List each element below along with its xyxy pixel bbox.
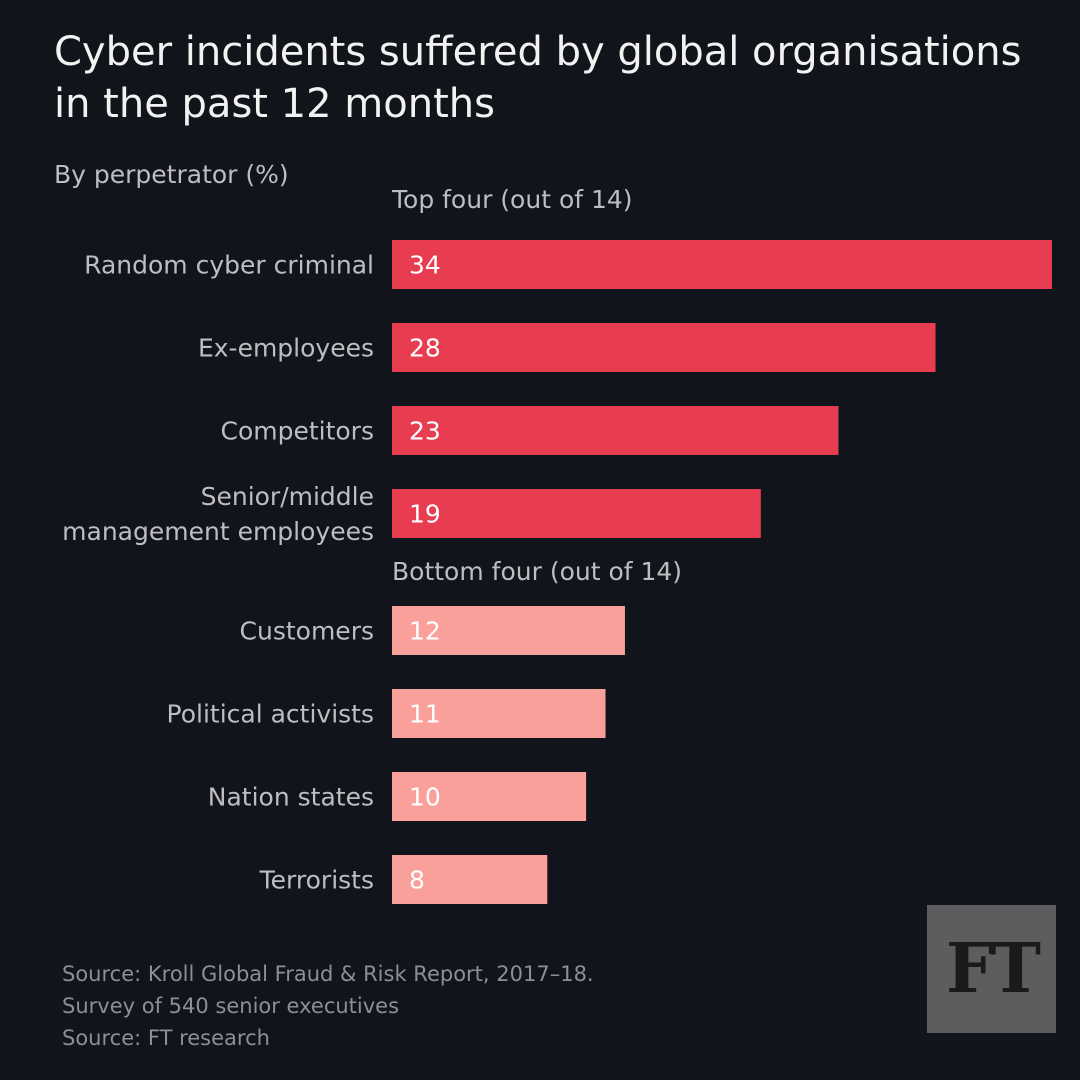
- bar-terrorists: [392, 855, 548, 904]
- value-label-political-activists: 11: [409, 700, 441, 729]
- value-label-competitors: 23: [409, 417, 441, 446]
- category-label-customers: Customers: [240, 617, 374, 646]
- source-line-1: Source: Kroll Global Fraud & Risk Report…: [62, 962, 594, 986]
- group-label-bottom: Bottom four (out of 14): [392, 557, 683, 586]
- category-label-senior-middle-management-employees: Senior/middle management employees: [62, 482, 374, 546]
- value-label-senior-middle-management-employees: 19: [409, 500, 441, 529]
- bar-political-activists: [392, 689, 606, 738]
- value-label-customers: 12: [409, 617, 441, 646]
- source-note: Source: Kroll Global Fraud & Risk Report…: [62, 958, 594, 1054]
- category-label-ex-employees: Ex-employees: [198, 334, 374, 363]
- bar-random-cyber-criminal: [392, 240, 1052, 289]
- category-label-random-cyber-criminal: Random cyber criminal: [84, 251, 374, 280]
- source-line-3: Source: FT research: [62, 1026, 270, 1050]
- value-label-ex-employees: 28: [409, 334, 441, 363]
- bar-customers: [392, 606, 625, 655]
- ft-logo: FT: [927, 905, 1056, 1033]
- source-line-2: Survey of 540 senior executives: [62, 994, 400, 1018]
- ft-logo-text: FT: [946, 929, 1041, 1009]
- bar-senior-middle-management-employees: [392, 489, 761, 538]
- group-label-top: Top four (out of 14): [392, 185, 633, 214]
- chart-title: Cyber incidents suffered by global organ…: [54, 29, 1022, 127]
- category-label-competitors: Competitors: [220, 417, 374, 446]
- chart-subtitle: By perpetrator (%): [54, 160, 289, 189]
- value-label-random-cyber-criminal: 34: [409, 251, 441, 280]
- category-label-terrorists: Terrorists: [259, 866, 374, 895]
- category-label-political-activists: Political activists: [167, 700, 374, 729]
- bar-competitors: [392, 406, 839, 455]
- bar-ex-employees: [392, 323, 936, 372]
- bar-nation-states: [392, 772, 587, 821]
- value-label-terrorists: 8: [409, 866, 425, 895]
- value-label-nation-states: 10: [409, 783, 441, 812]
- category-label-nation-states: Nation states: [208, 783, 374, 812]
